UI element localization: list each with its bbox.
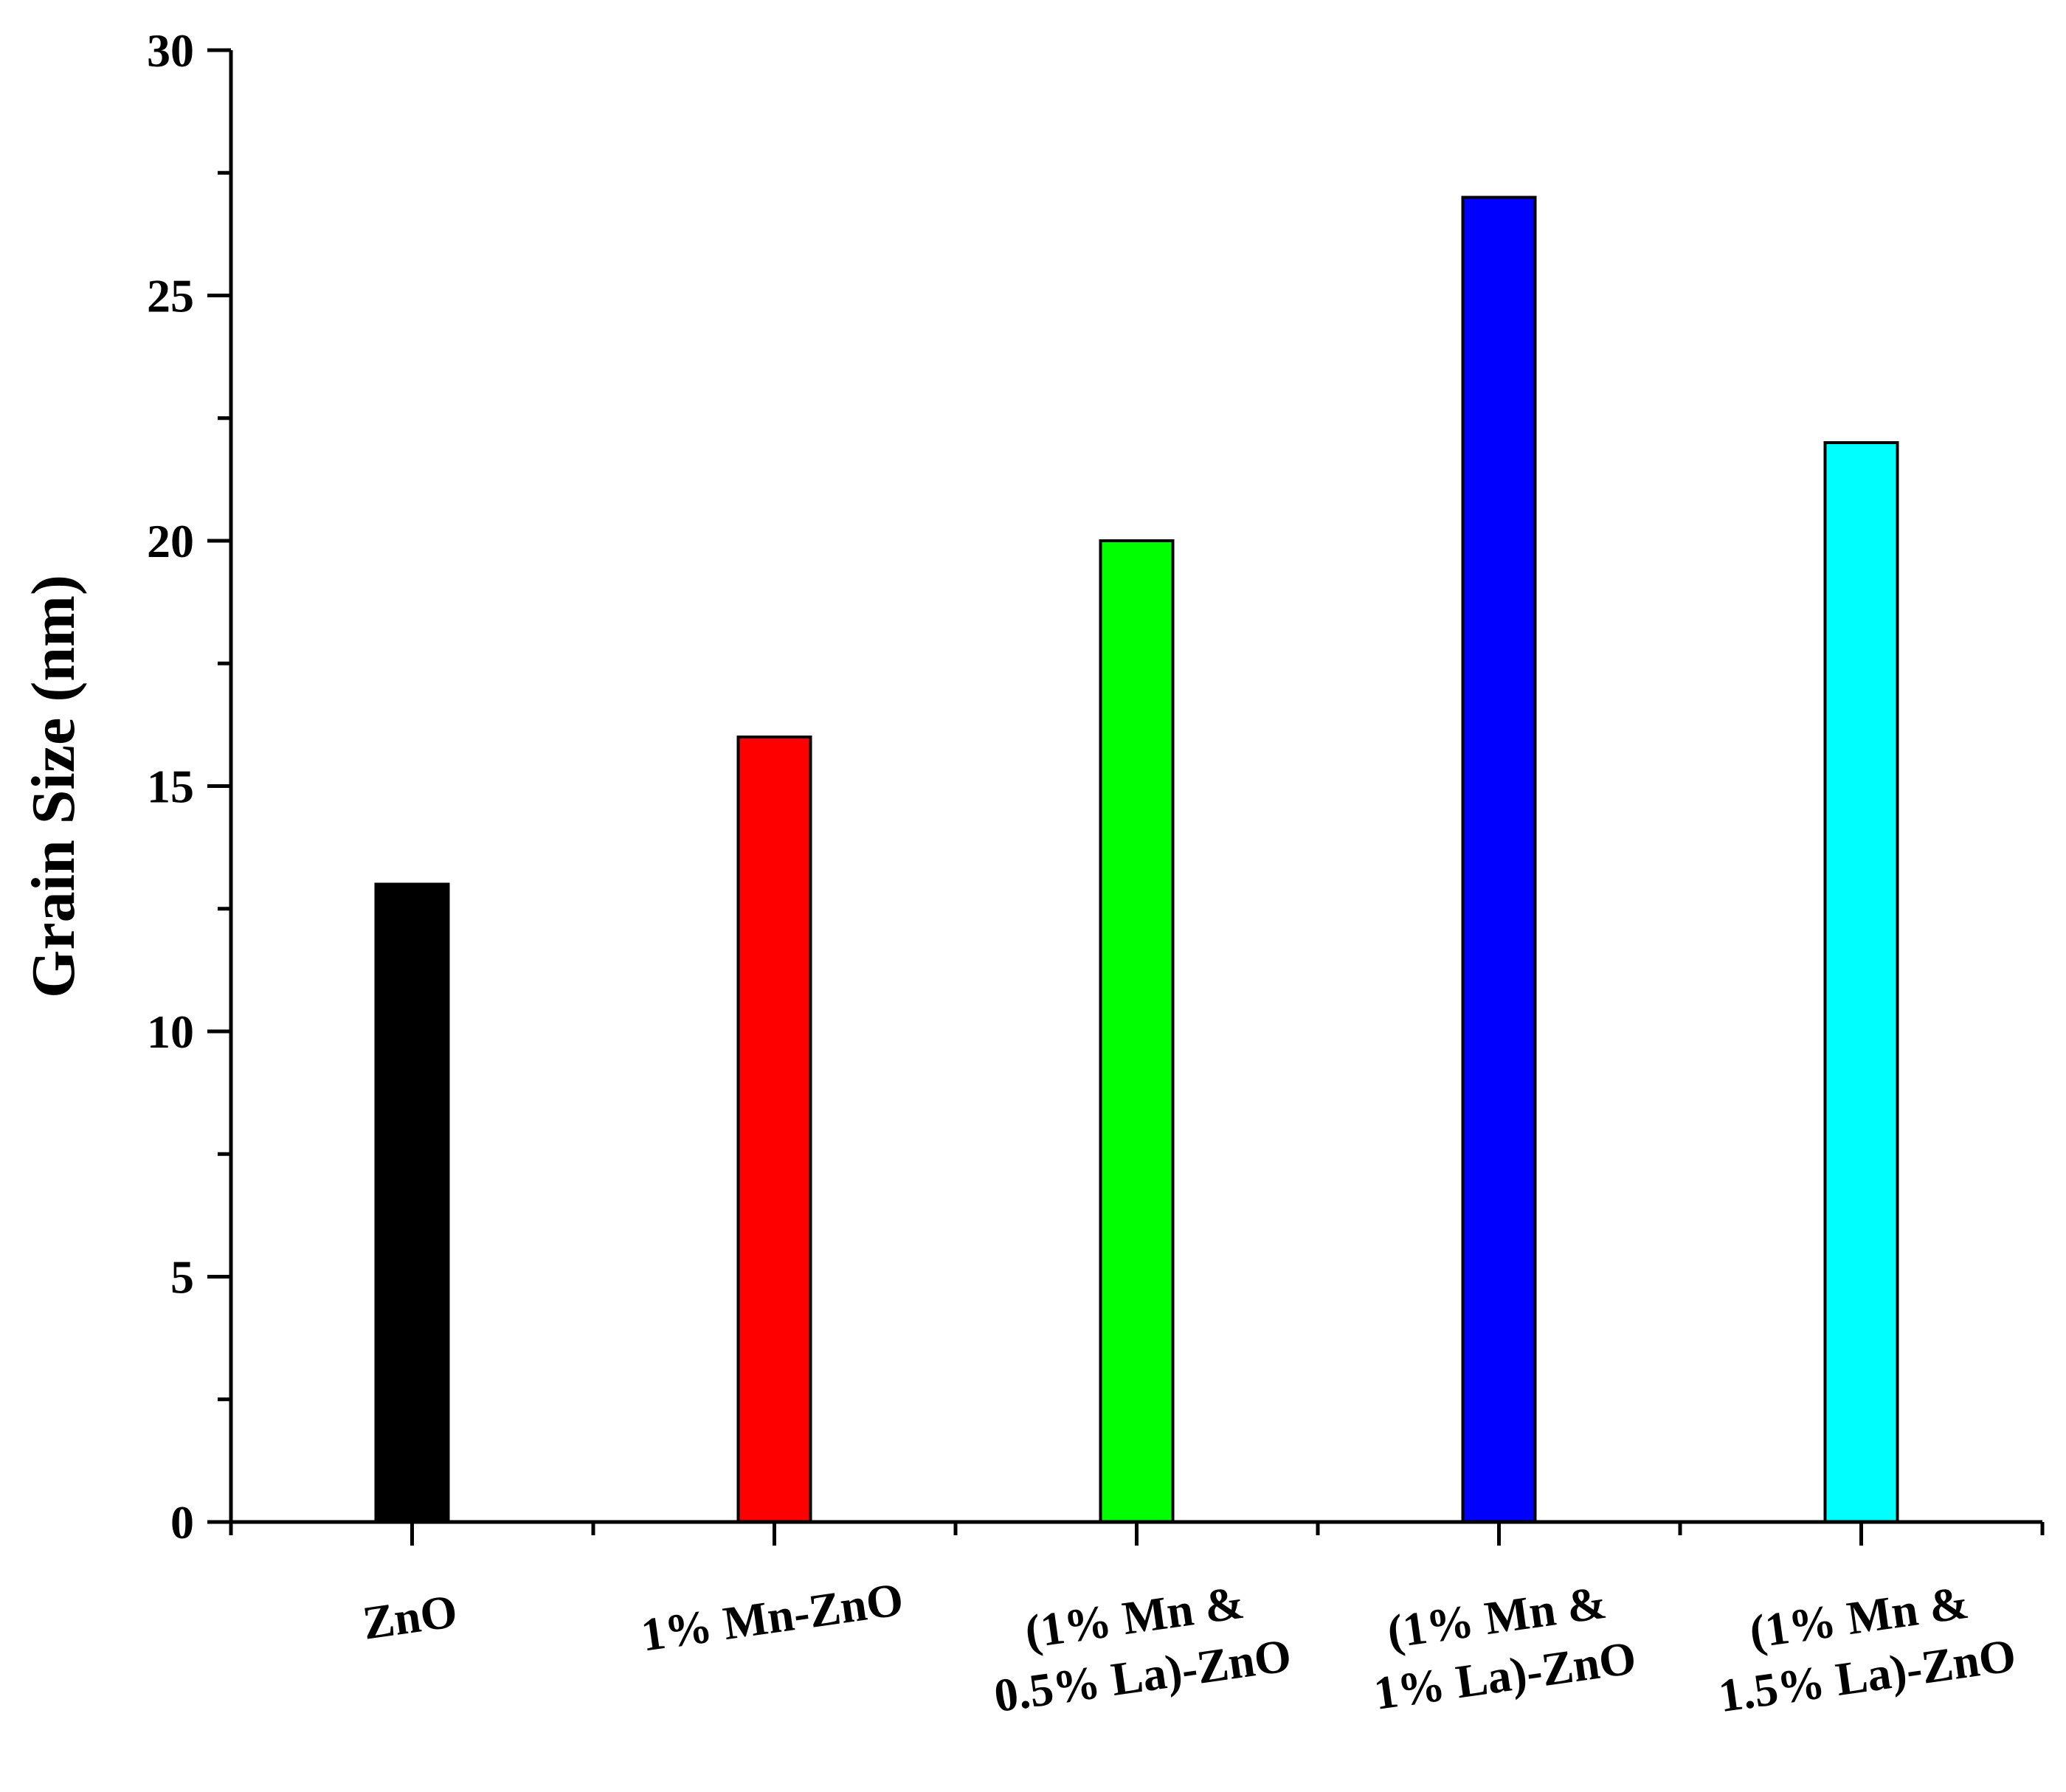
y-tick-label: 25 <box>147 270 194 322</box>
category-labels-group: ZnO 1% Mn-ZnO (1% Mn &0.5% La)-ZnO (1% Mn &… <box>359 1573 2019 1723</box>
category-label: (1% Mn &1.5% La)-ZnO <box>1716 1576 2019 1723</box>
category-label: (1% Mn &1% La)-ZnO <box>1371 1576 1640 1720</box>
category-label-line: ZnO <box>359 1585 460 1650</box>
category-label: ZnO <box>359 1585 460 1650</box>
bar <box>1823 441 1899 1523</box>
y-tick-label: 10 <box>147 1006 194 1058</box>
bar <box>1099 539 1175 1523</box>
x-ticks-group <box>229 1522 2045 1546</box>
category-label: 1% Mn-ZnO <box>638 1573 907 1661</box>
bars-group <box>374 196 1899 1523</box>
y-tick-label: 5 <box>170 1251 194 1304</box>
y-axis-title: Grain Size (nm) <box>19 575 88 998</box>
bar <box>374 882 450 1523</box>
category-label-line: 1% Mn-ZnO <box>638 1573 907 1661</box>
y-tick-label: 0 <box>170 1496 194 1549</box>
bar <box>736 736 812 1523</box>
y-tick-label: 30 <box>147 24 194 77</box>
category-label: (1% Mn &0.5% La)-ZnO <box>991 1576 1294 1723</box>
y-ticks-group: 0 5 10 15 20 25 30 <box>147 24 231 1549</box>
bar <box>1461 196 1537 1523</box>
y-tick-label: 20 <box>147 515 194 567</box>
y-tick-label: 15 <box>147 761 194 813</box>
